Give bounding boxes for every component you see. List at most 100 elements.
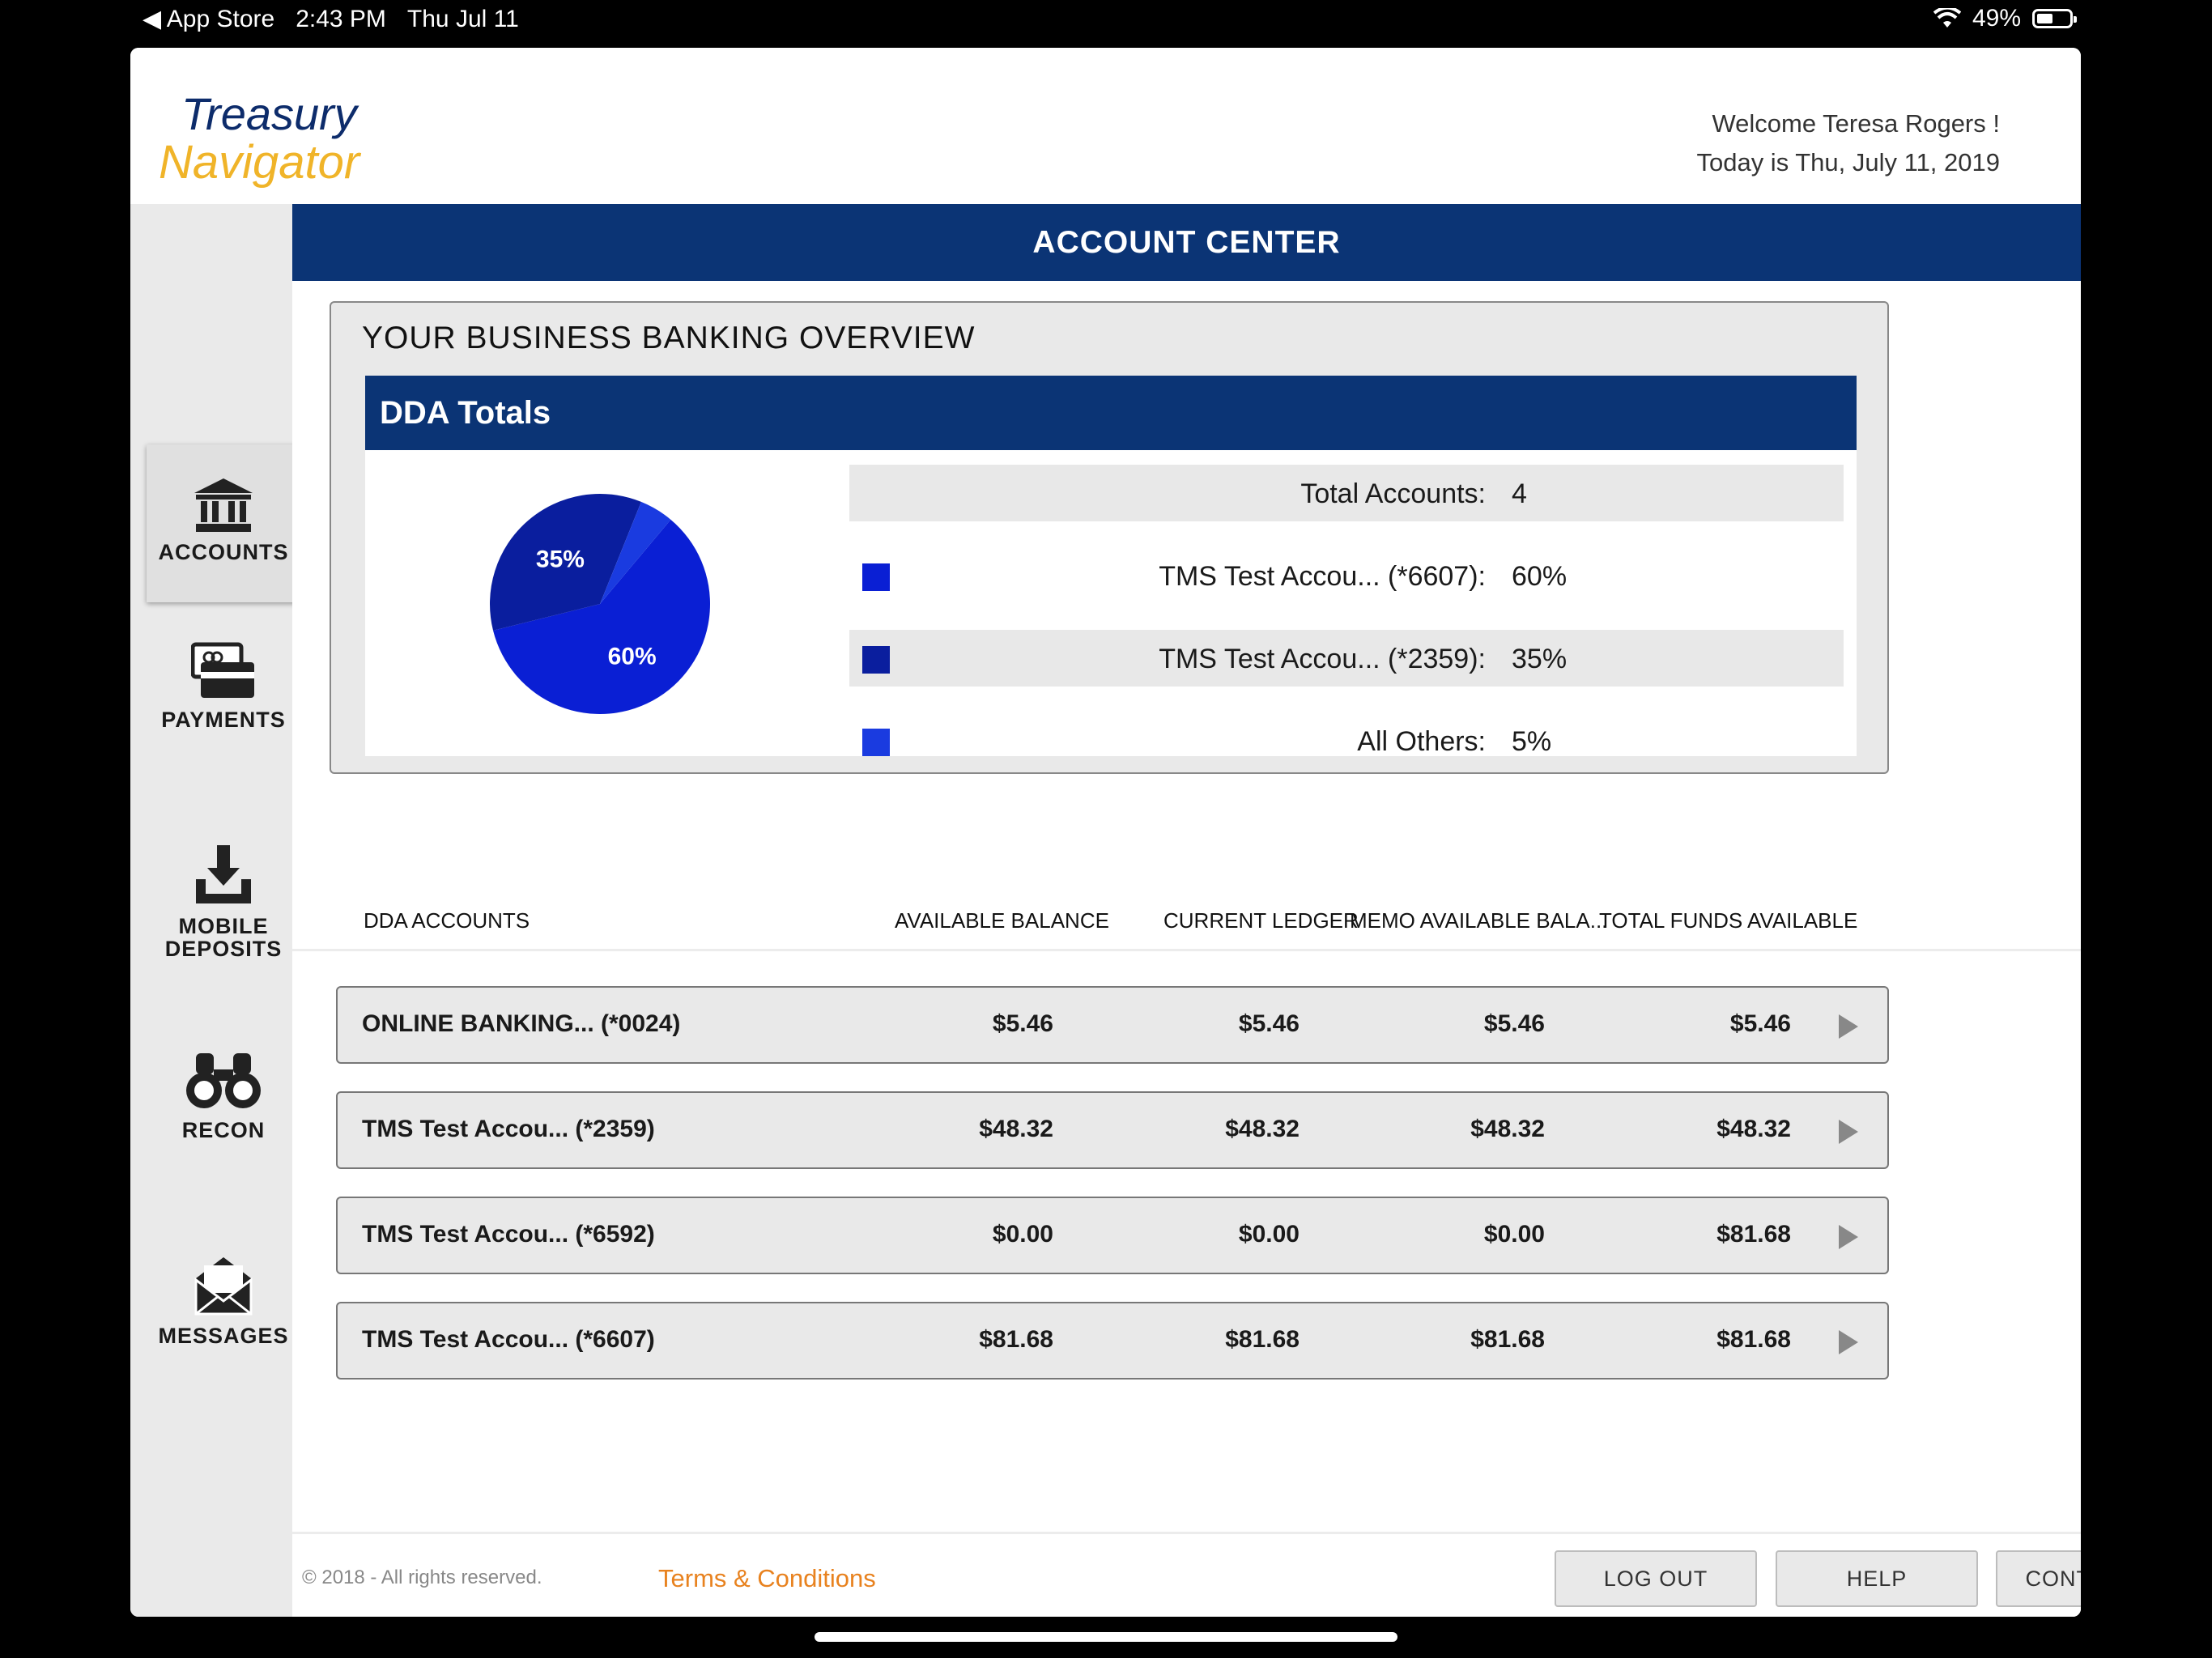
pie-slice[interactable] xyxy=(490,494,641,631)
app-header: Treasury Navigator Welcome Teresa Rogers… xyxy=(130,48,2081,204)
sidebar-item-messages[interactable]: MESSAGES xyxy=(147,1254,300,1349)
legend-value: 60% xyxy=(1512,561,1568,592)
legend-item[interactable]: All Others: 5% xyxy=(849,712,1844,756)
account-name: ONLINE BANKING... (*0024) xyxy=(362,1010,681,1037)
binoculars-icon xyxy=(186,1053,261,1108)
legend-label: TMS Test Accou... (*2359): xyxy=(1159,644,1486,674)
memo-available-balance: $0.00 xyxy=(1483,1221,1545,1248)
current-ledger: $48.32 xyxy=(1225,1116,1300,1142)
pie-slice-label: 60% xyxy=(608,643,657,670)
legend-item[interactable]: TMS Test Accou... (*6607): 60% xyxy=(849,547,1844,604)
help-button[interactable]: HELP xyxy=(1776,1550,1978,1607)
status-date: Thu Jul 11 xyxy=(406,5,519,32)
log-out-button[interactable]: LOG OUT xyxy=(1555,1550,1757,1607)
column-header-ledger: CURRENT LEDGER xyxy=(1163,908,1359,933)
banking-overview-card: YOUR BUSINESS BANKING OVERVIEW DDA Total… xyxy=(330,301,1889,774)
legend-swatch xyxy=(862,646,890,674)
payment-card-icon xyxy=(191,642,254,698)
current-ledger: $0.00 xyxy=(1238,1221,1300,1248)
total-funds-available: $5.46 xyxy=(1729,1010,1791,1037)
memo-available-balance: $5.46 xyxy=(1483,1010,1545,1037)
pie-slice[interactable] xyxy=(493,519,710,714)
sidebar: ACCOUNTS PAYMENTS MOBILE DEPOSITS xyxy=(130,204,313,1617)
page-title: ACCOUNT CENTER xyxy=(292,204,2081,281)
total-funds-available: $81.68 xyxy=(1716,1221,1791,1248)
column-header-memo: MEMO AVAILABLE BALA... xyxy=(1350,908,1608,933)
legend-swatch xyxy=(862,729,890,756)
account-name: TMS Test Accou... (*6592) xyxy=(362,1221,655,1248)
battery-percent: 49% xyxy=(1972,5,2021,32)
wifi-icon xyxy=(1933,8,1961,28)
today-date: Today is Thu, July 11, 2019 xyxy=(1696,148,2000,176)
total-accounts-value: 4 xyxy=(1512,478,1527,509)
logo-line1: Treasury xyxy=(181,88,357,139)
total-funds-available: $81.68 xyxy=(1716,1326,1791,1353)
sidebar-item-payments[interactable]: PAYMENTS xyxy=(147,641,300,733)
dda-totals-header: DDA Totals xyxy=(365,376,1857,450)
status-bar: ◀ App Store 2:43 PM Thu Jul 11 49% xyxy=(0,0,2212,40)
current-ledger: $5.46 xyxy=(1238,1010,1300,1037)
pie-slice-label: 35% xyxy=(536,546,585,573)
download-tray-icon xyxy=(196,845,251,903)
bank-icon xyxy=(194,478,253,532)
chevron-right-icon[interactable] xyxy=(1839,1330,1858,1354)
sidebar-item-accounts[interactable]: ACCOUNTS xyxy=(147,444,313,602)
legend-label: All Others: xyxy=(1357,726,1486,756)
sidebar-item-label: RECON xyxy=(181,1118,266,1142)
pie-slice[interactable] xyxy=(600,501,671,604)
logo-line2: Navigator xyxy=(159,136,360,189)
legend-swatch xyxy=(862,563,890,591)
accounts-column-headers: DDA ACCOUNTS AVAILABLE BALANCE CURRENT L… xyxy=(292,908,2081,951)
sidebar-item-recon[interactable]: RECON xyxy=(147,1050,300,1143)
total-accounts-label: Total Accounts: xyxy=(1300,478,1486,509)
column-header-account: DDA ACCOUNTS xyxy=(364,908,530,933)
legend-label: TMS Test Accou... (*6607): xyxy=(1159,561,1486,592)
account-name: TMS Test Accou... (*2359) xyxy=(362,1116,655,1142)
overview-title: YOUR BUSINESS BANKING OVERVIEW xyxy=(362,321,976,355)
memo-available-balance: $81.68 xyxy=(1470,1326,1545,1353)
welcome-greeting: Welcome Teresa Rogers ! xyxy=(1712,109,2000,138)
account-name: TMS Test Accou... (*6607) xyxy=(362,1326,655,1353)
available-balance: $5.46 xyxy=(992,1010,1053,1037)
account-row[interactable]: TMS Test Accou... (*6592) $0.00 $0.00 $0… xyxy=(336,1197,1889,1274)
account-row[interactable]: ONLINE BANKING... (*0024) $5.46 $5.46 $5… xyxy=(336,986,1889,1064)
sidebar-item-label-line1: MOBILE xyxy=(178,914,269,938)
column-header-available: AVAILABLE BALANCE xyxy=(895,908,1109,933)
total-accounts-row: Total Accounts: 4 xyxy=(849,465,1844,521)
treasury-navigator-logo: Treasury Navigator xyxy=(159,90,359,187)
welcome-block: Welcome Teresa Rogers ! Today is Thu, Ju… xyxy=(1696,104,2000,182)
account-row[interactable]: TMS Test Accou... (*2359) $48.32 $48.32 … xyxy=(336,1091,1889,1169)
copyright: © 2018 - All rights reserved. xyxy=(302,1567,542,1588)
legend-item[interactable]: TMS Test Accou... (*2359): 35% xyxy=(849,630,1844,687)
main-content: ACCOUNT CENTER YOUR BUSINESS BANKING OVE… xyxy=(292,204,2081,1617)
sidebar-item-label-line2: DEPOSITS xyxy=(164,937,283,961)
dda-pie-chart[interactable]: 60% 35% xyxy=(487,483,713,725)
sidebar-item-mobile-deposits[interactable]: MOBILE DEPOSITS xyxy=(147,844,300,960)
contact-us-button[interactable]: CONTACT US xyxy=(1996,1550,2081,1607)
legend-value: 35% xyxy=(1512,644,1568,674)
available-balance: $0.00 xyxy=(992,1221,1053,1248)
dda-totals-panel: DDA Totals 60% 35% Total Accounts: 4 TMS … xyxy=(365,376,1857,756)
status-time: 2:43 PM xyxy=(296,5,386,32)
app-window: Treasury Navigator Welcome Teresa Rogers… xyxy=(130,48,2081,1617)
chevron-right-icon[interactable] xyxy=(1839,1225,1858,1249)
back-app-label: App Store xyxy=(166,6,275,32)
envelope-icon xyxy=(194,1257,253,1316)
footer: © 2018 - All rights reserved. Terms & Co… xyxy=(292,1532,2081,1617)
dda-legend: Total Accounts: 4 TMS Test Accou... (*66… xyxy=(849,465,1844,756)
available-balance: $48.32 xyxy=(979,1116,1053,1142)
chevron-right-icon[interactable] xyxy=(1839,1120,1858,1144)
column-header-total: TOTAL FUNDS AVAILABLE xyxy=(1599,908,1858,933)
chevron-right-icon[interactable] xyxy=(1839,1014,1858,1039)
sidebar-item-label: MESSAGES xyxy=(158,1324,289,1348)
home-indicator[interactable] xyxy=(815,1632,1397,1642)
total-funds-available: $48.32 xyxy=(1716,1116,1791,1142)
battery-icon xyxy=(2032,9,2077,28)
back-to-app-link[interactable]: ◀ App Store xyxy=(143,6,275,32)
sidebar-item-label: ACCOUNTS xyxy=(158,540,289,564)
account-row[interactable]: TMS Test Accou... (*6607) $81.68 $81.68 … xyxy=(336,1302,1889,1380)
terms-conditions-link[interactable]: Terms & Conditions xyxy=(658,1564,876,1592)
sidebar-item-label: PAYMENTS xyxy=(161,708,286,732)
legend-value: 5% xyxy=(1512,726,1552,756)
current-ledger: $81.68 xyxy=(1225,1326,1300,1353)
